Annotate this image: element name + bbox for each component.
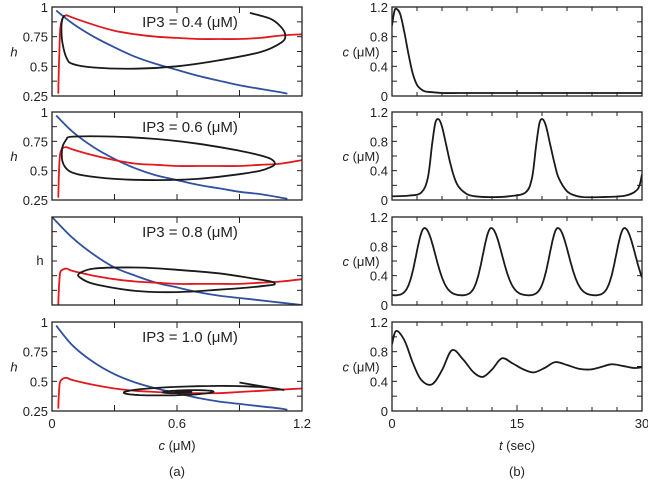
y-tick-label: 0 [381, 89, 388, 104]
panel-label-b: (b) [509, 464, 525, 479]
plot-frame [51, 216, 303, 306]
y-tick-label: 0.75 [23, 30, 48, 45]
y-tick-label: 1.2 [370, 105, 388, 120]
series-c-nullcline [57, 376, 302, 409]
y-tick-label: 1 [41, 0, 48, 15]
y-tick-label: 0.5 [30, 59, 48, 74]
y-tick-label: 0 [381, 404, 388, 419]
panel-b2: 1.2 0.8 0.4 0 c (μM) [342, 105, 643, 208]
panel-a3: h IP3 = 0.8 (μM) [36, 216, 303, 306]
plot-frame [391, 111, 643, 201]
y-tick-label: 0.4 [370, 59, 388, 74]
y-tick-label: 0.5 [30, 374, 48, 389]
series-calcium [392, 329, 642, 386]
plot-frame [391, 216, 643, 306]
ip3-annotation: IP3 = 1.0 (μM) [142, 329, 238, 346]
y-axis-label: c (μM) [342, 45, 379, 60]
y-tick-label: 0 [381, 298, 388, 313]
y-tick-label: 0.4 [370, 374, 388, 389]
y-tick-label: 0.5 [30, 164, 48, 179]
series-calcium [392, 227, 642, 297]
y-tick-label: 0.25 [23, 404, 48, 419]
y-tick-label: 0.25 [23, 89, 48, 104]
y-axis-label: c (μM) [342, 360, 379, 375]
y-tick-label: 0.8 [370, 345, 388, 360]
y-tick-label: 1.2 [370, 210, 388, 225]
x-tick-label: 0 [388, 416, 395, 431]
y-tick-label: 0.8 [370, 30, 388, 45]
y-tick-label: 0.4 [370, 164, 388, 179]
ip3-annotation: IP3 = 0.4 (μM) [142, 14, 238, 31]
y-tick-label: 0.8 [370, 134, 388, 149]
series-c-nullcline [57, 267, 302, 305]
panel-a2: 1 0.75 0.5 0.25 h IP3 = 0.6 (μM) [10, 105, 303, 208]
y-axis-label: h [10, 149, 17, 164]
x-tick-label: 30 [635, 416, 648, 431]
x-tick-label: 0 [48, 416, 55, 431]
ip3-annotation: IP3 = 0.8 (μM) [142, 224, 238, 241]
series-c-nullcline [57, 146, 302, 198]
y-axis-label: c (μM) [342, 254, 379, 269]
panel-label-a: (a) [169, 464, 185, 479]
series-h-nullcline [55, 9, 288, 95]
y-tick-label: 0 [381, 193, 388, 208]
y-tick-label: 0.4 [370, 269, 388, 284]
plot-frame [51, 6, 303, 97]
y-tick-label: 0.75 [23, 345, 48, 360]
panel-a4: 1 0.75 0.5 0.250 0.6 1.2 h IP3 = 1.0 (μM) [10, 315, 311, 431]
y-axis-label: h [36, 253, 43, 268]
series-trajectory-spiral [122, 381, 285, 397]
series-h-nullcline [52, 217, 302, 305]
y-axis-label: h [10, 360, 17, 375]
y-tick-label: 0.75 [23, 134, 48, 149]
series-trajectory [60, 12, 287, 70]
plot-frame [391, 321, 643, 412]
x-axis-title-a: c (μM) [158, 438, 195, 453]
y-tick-label: 1.2 [370, 0, 388, 15]
y-tick-label: 0.25 [23, 193, 48, 208]
panel-a1: 1 0.75 0.5 0.25 h IP3 = 0.4 (μM) [10, 0, 303, 104]
series-trajectory [60, 135, 276, 181]
x-tick-label: 0.6 [168, 416, 186, 431]
plot-frame [391, 6, 643, 97]
series-calcium [392, 7, 642, 94]
ip3-annotation: IP3 = 0.6 (μM) [142, 119, 238, 136]
x-tick-label: 1.2 [293, 416, 311, 431]
y-tick-label: 1 [41, 315, 48, 330]
series-calcium [392, 118, 642, 199]
y-axis-label: h [10, 45, 17, 60]
y-tick-label: 1 [41, 105, 48, 120]
plot-frame [51, 321, 303, 412]
x-axis-title-b: t (sec) [499, 438, 535, 453]
series-trajectory [77, 266, 276, 294]
plot-frame [51, 111, 303, 201]
panel-b4: 1.2 0.8 0.4 00 15 30 c (μM) [342, 315, 648, 431]
panel-b1: 1.2 0.8 0.4 0 c (μM) [342, 0, 643, 104]
x-tick-label: 15 [510, 416, 524, 431]
y-tick-label: 1.2 [370, 315, 388, 330]
panel-b3: 1.2 0.8 0.4 0 c (μM) [342, 210, 643, 313]
y-tick-label: 0.8 [370, 239, 388, 254]
y-axis-label: c (μM) [342, 149, 379, 164]
